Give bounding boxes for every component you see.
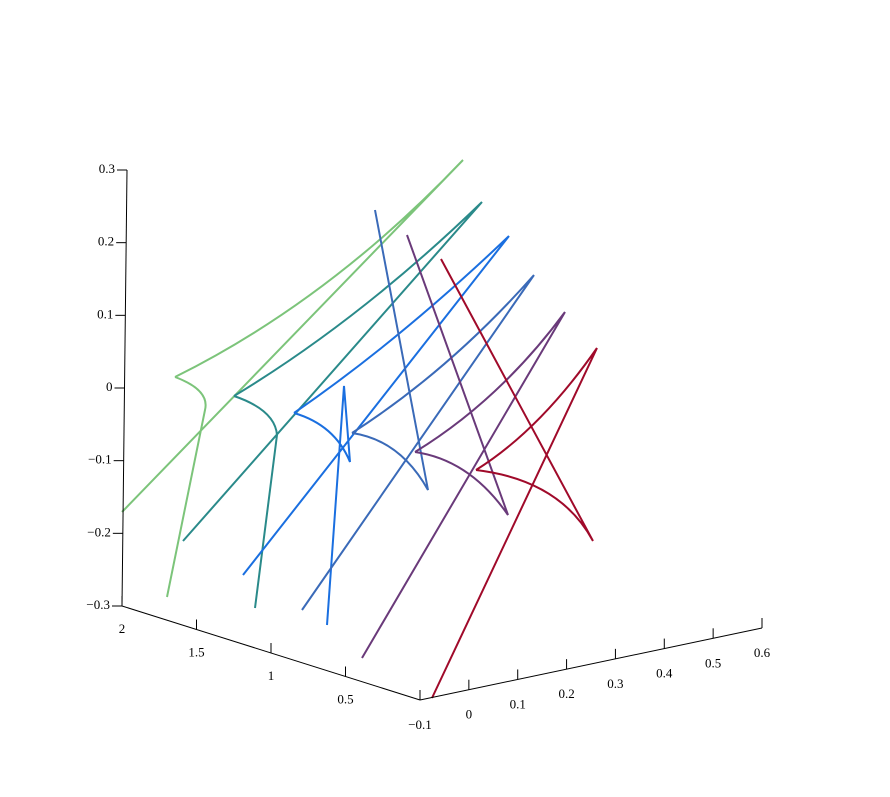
y-tick-label: 2: [119, 621, 126, 636]
curve: [242, 235, 510, 626]
y-tick-label: 0.5: [337, 691, 353, 706]
y-tick-label: 1.5: [188, 644, 204, 659]
x-tick-label: 0.2: [558, 686, 574, 701]
z-tick-label: 0: [106, 379, 113, 394]
z-tick-label: 0.2: [98, 234, 114, 249]
z-tick-label: −0.1: [88, 452, 112, 467]
z-tick-label: 0.3: [99, 161, 115, 176]
x-tick-label: 0.4: [656, 666, 673, 681]
x-tick-label: 0.6: [754, 645, 771, 660]
z-tick-label: 0.1: [97, 306, 113, 321]
curve: [182, 201, 483, 609]
curve: [301, 209, 535, 611]
x-tick-label: −0.1: [408, 717, 432, 732]
curve: [361, 234, 566, 659]
x-tick-label: 0: [466, 707, 473, 722]
z-tick-label: −0.3: [86, 597, 110, 612]
z-tick-label: −0.2: [87, 524, 111, 539]
y-tick-label: 1: [268, 668, 275, 683]
curves: [121, 159, 598, 699]
x-axis: [419, 627, 763, 701]
x-tick-label: 0.3: [607, 676, 623, 691]
x-tick-label: 0.5: [705, 655, 721, 670]
curve: [121, 159, 464, 598]
curve: [431, 258, 598, 699]
x-tick-label: 0.1: [510, 696, 526, 711]
